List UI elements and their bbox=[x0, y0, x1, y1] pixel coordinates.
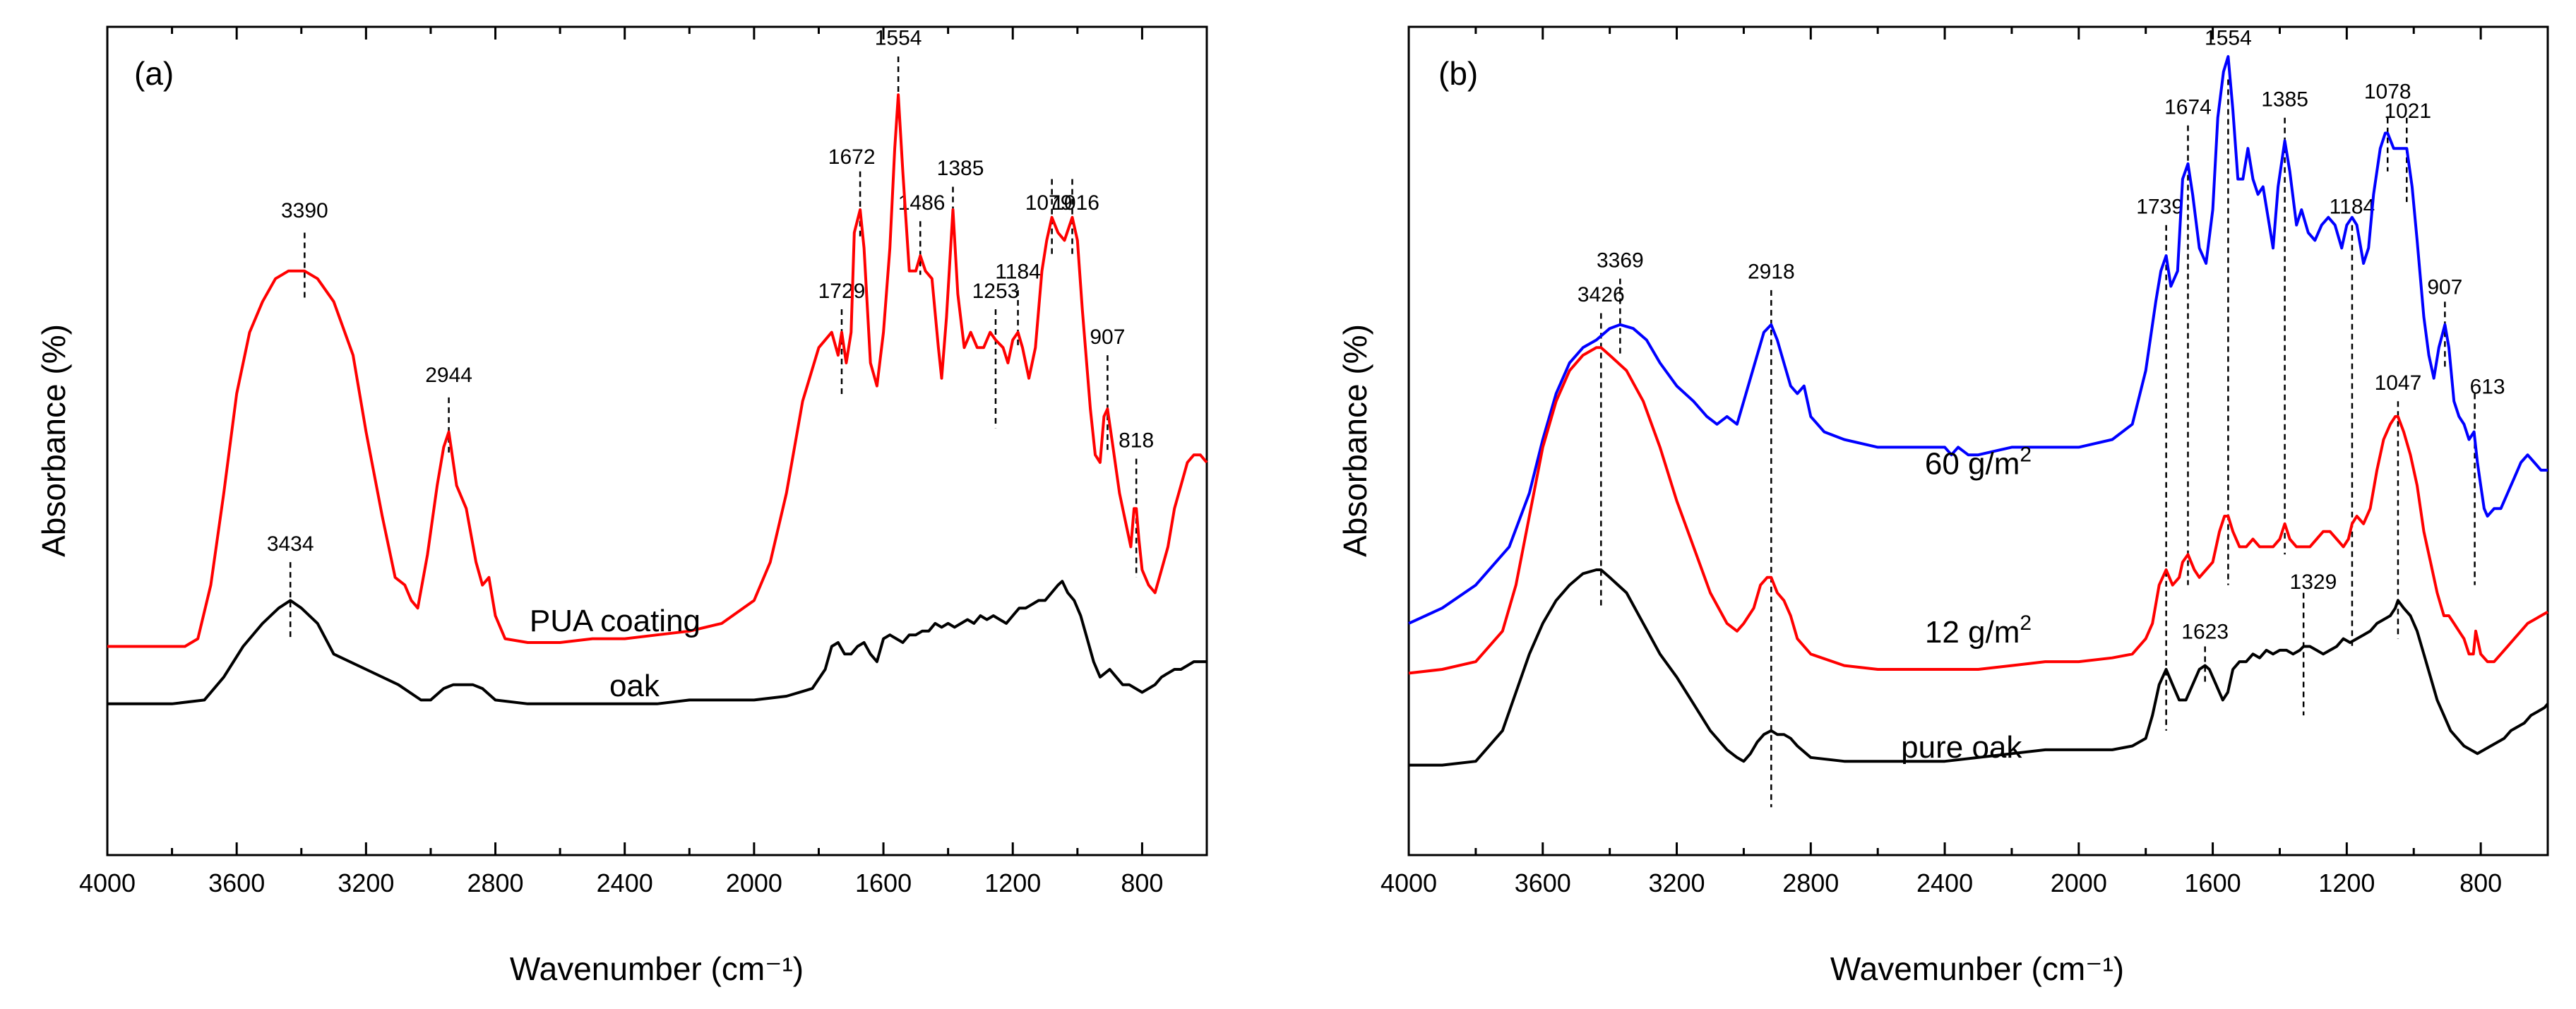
peak-label-1184: 1184 bbox=[995, 261, 1041, 284]
peak-label-1047: 1047 bbox=[2375, 371, 2422, 395]
panel-b-frame bbox=[1407, 25, 2549, 856]
peak-label-2918: 2918 bbox=[1748, 261, 1795, 284]
peak-label-3369: 3369 bbox=[1597, 249, 1644, 272]
panel-a-frame bbox=[106, 25, 1208, 856]
peak-label-1385: 1385 bbox=[937, 157, 984, 180]
x-tick-label: 2400 bbox=[1916, 868, 1973, 897]
x-tick-label: 2800 bbox=[1782, 868, 1839, 897]
panel-a-tag: (a) bbox=[134, 55, 174, 92]
panel-a-series-labels: PUA coating oak bbox=[530, 604, 700, 703]
peak-label-818: 818 bbox=[1119, 429, 1154, 452]
panel-a-xlabel: Wavenumber (cm⁻¹) bbox=[510, 950, 804, 987]
x-tick-label: 1200 bbox=[984, 868, 1041, 897]
peak-label-1078: 1078 bbox=[2364, 80, 2411, 104]
peak-label-1021: 1021 bbox=[2384, 100, 2431, 123]
peak-label-1253: 1253 bbox=[972, 280, 1020, 303]
x-tick-label: 800 bbox=[2459, 868, 2502, 897]
panel-b-annotations: 613 907 1021 1047 1078 1184 1329 1385 1554 1623 16… bbox=[1578, 27, 2505, 808]
peak-label-1329: 1329 bbox=[2290, 571, 2337, 594]
series-label: 60 g/m2 bbox=[1925, 443, 2032, 481]
x-tick-label: 1600 bbox=[2185, 868, 2241, 897]
x-tick-label: 3600 bbox=[208, 868, 265, 897]
series-line-60-g-m- bbox=[1408, 55, 2548, 625]
peak-label-1184: 1184 bbox=[2330, 195, 2375, 218]
x-tick-label: 3600 bbox=[1515, 868, 1571, 897]
peak-label-1554: 1554 bbox=[2205, 27, 2252, 50]
peak-label-1623: 1623 bbox=[2181, 621, 2229, 644]
peak-label-1729: 1729 bbox=[818, 280, 866, 303]
series-label: pure oak bbox=[1901, 730, 2022, 765]
panel-a-annotations: 8189071016107911841253138514861554167217… bbox=[267, 27, 1154, 639]
panel-a-ticks: 4000 3600 3200 2800 2400 2000 1600 1200 800 bbox=[79, 27, 1163, 897]
series-line-pure-oak bbox=[1409, 568, 2549, 767]
panel-b-series-labels: 60 g/m2 12 g/m2 pure oak bbox=[1901, 443, 2032, 764]
series-label: 12 g/m2 bbox=[1925, 611, 2032, 650]
x-tick-label: 800 bbox=[1121, 868, 1163, 897]
panel-b: (b) Wavemunber (cm⁻¹) Absorbance (%) 400… bbox=[1337, 25, 2549, 987]
panel-a-ylabel: Absorbance (%) bbox=[35, 324, 72, 557]
x-tick-label: 2000 bbox=[726, 868, 782, 897]
x-tick-label: 2800 bbox=[467, 868, 523, 897]
series-line-12-g-m- bbox=[1408, 346, 2548, 675]
peak-label-1554: 1554 bbox=[875, 27, 922, 50]
peak-label-907: 907 bbox=[1090, 326, 1125, 349]
peak-label-1739: 1739 bbox=[2136, 195, 2183, 218]
x-tick-label: 2400 bbox=[597, 868, 653, 897]
series-label: oak bbox=[609, 669, 660, 703]
panel-b-ticks: 4000 3600 3200 2800 2400 2000 1600 1200 800 bbox=[1381, 27, 2502, 897]
peak-label-3434: 3434 bbox=[267, 532, 314, 556]
peak-label-3426: 3426 bbox=[1578, 283, 1625, 306]
panel-b-tag: (b) bbox=[1438, 55, 1478, 92]
peak-label-1672: 1672 bbox=[828, 145, 876, 169]
panel-b-xlabel: Wavemunber (cm⁻¹) bbox=[1830, 950, 2124, 987]
peak-label-907: 907 bbox=[2427, 275, 2462, 299]
peak-label-1079: 1079 bbox=[1025, 191, 1073, 215]
panel-b-ylabel: Absorbance (%) bbox=[1337, 324, 1373, 557]
peak-label-1385: 1385 bbox=[2261, 88, 2308, 112]
peak-label-3390: 3390 bbox=[281, 199, 328, 222]
panel-b-series bbox=[1408, 55, 2549, 767]
series-line-pua-coating bbox=[107, 93, 1208, 648]
series-label: PUA coating bbox=[530, 604, 700, 638]
series-line-oak bbox=[107, 580, 1207, 705]
x-tick-label: 4000 bbox=[1381, 868, 1437, 897]
peak-label-1674: 1674 bbox=[2164, 95, 2212, 119]
x-tick-label: 3200 bbox=[1648, 868, 1705, 897]
x-tick-label: 4000 bbox=[79, 868, 136, 897]
x-tick-label: 1600 bbox=[855, 868, 912, 897]
x-tick-label: 3200 bbox=[338, 868, 394, 897]
panel-a-series bbox=[107, 93, 1208, 705]
panel-a: (a) Wavenumber (cm⁻¹) Absorbance (%) 400… bbox=[35, 25, 1208, 987]
x-tick-label: 2000 bbox=[2051, 868, 2107, 897]
peak-label-613: 613 bbox=[2470, 375, 2505, 398]
x-tick-label: 1200 bbox=[2318, 868, 2375, 897]
peak-label-1016: 1016 bbox=[1052, 191, 1099, 215]
peak-label-2944: 2944 bbox=[425, 364, 472, 387]
